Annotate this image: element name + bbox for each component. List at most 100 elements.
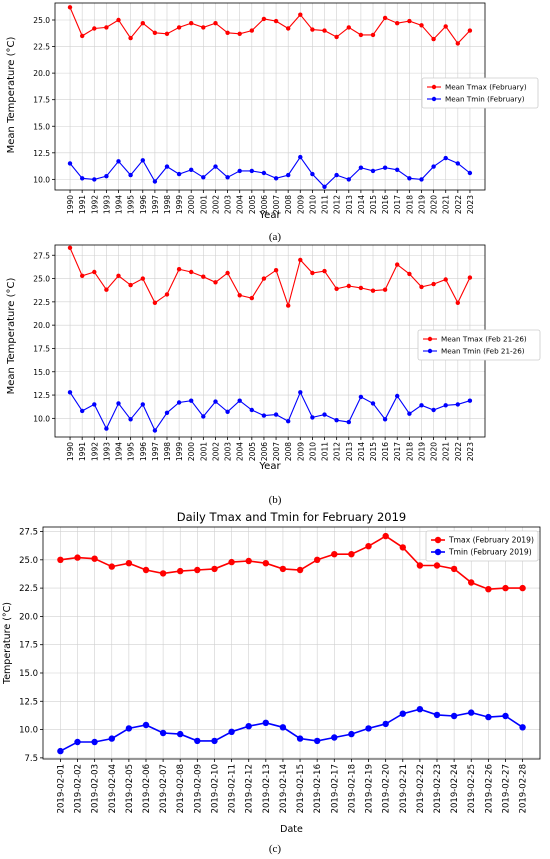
data-point bbox=[104, 426, 109, 431]
data-point bbox=[399, 710, 406, 717]
data-point bbox=[249, 168, 254, 174]
data-point bbox=[310, 415, 315, 420]
data-point bbox=[92, 26, 97, 31]
data-point bbox=[455, 161, 460, 166]
data-point bbox=[201, 25, 206, 30]
y-axis-label: Temperature (°C) bbox=[2, 602, 13, 685]
y-axis-label: Mean Temperature (°C) bbox=[6, 278, 17, 395]
x-tick-label: 2008 bbox=[284, 195, 293, 214]
data-point bbox=[176, 171, 182, 177]
data-point bbox=[80, 33, 85, 39]
data-point bbox=[261, 276, 267, 281]
x-tick-label: 2019-02-07 bbox=[159, 764, 169, 813]
x-tick-label: 2019-02-15 bbox=[296, 764, 306, 813]
y-tick-label: 12.5 bbox=[33, 149, 50, 158]
x-tick-label: 2019-02-11 bbox=[228, 764, 238, 813]
data-point bbox=[116, 401, 121, 406]
series-line bbox=[69, 247, 471, 308]
x-tick-label: 2019-02-24 bbox=[450, 764, 460, 813]
y-tick-label: 10.0 bbox=[33, 414, 50, 423]
data-point bbox=[382, 417, 388, 422]
x-tick-label: 2019-02-22 bbox=[416, 764, 426, 813]
x-tick-label: 1990 bbox=[66, 442, 75, 461]
data-point bbox=[286, 419, 291, 424]
data-point bbox=[108, 563, 116, 570]
series-line bbox=[60, 708, 524, 752]
data-point bbox=[176, 267, 182, 272]
data-point bbox=[164, 31, 170, 36]
data-point bbox=[67, 5, 73, 10]
data-point bbox=[450, 565, 458, 573]
data-point bbox=[152, 30, 158, 35]
data-point bbox=[322, 268, 327, 274]
x-tick-label: 2002 bbox=[211, 195, 220, 214]
data-point bbox=[382, 287, 388, 292]
x-tick-label: 2010 bbox=[308, 442, 317, 461]
data-point bbox=[450, 712, 458, 720]
data-point bbox=[213, 21, 218, 26]
x-tick-label: 2019-02-01 bbox=[56, 764, 66, 813]
x-tick-label: 2020 bbox=[430, 442, 439, 461]
data-point bbox=[152, 300, 158, 305]
data-point bbox=[443, 403, 448, 408]
legend-label: Mean Tmax (Feb 21-26) bbox=[441, 335, 527, 344]
data-point bbox=[177, 567, 184, 575]
data-point bbox=[140, 276, 145, 281]
data-point bbox=[92, 269, 97, 275]
x-tick-label: 2002 bbox=[211, 442, 220, 461]
data-point bbox=[116, 273, 121, 278]
data-point bbox=[433, 562, 441, 569]
series-line bbox=[60, 535, 523, 591]
y-tick-label: 27.5 bbox=[33, 251, 50, 260]
x-tick-label: 2019-02-21 bbox=[399, 764, 409, 813]
data-point bbox=[365, 543, 372, 550]
data-point bbox=[455, 402, 460, 407]
data-point bbox=[189, 21, 194, 26]
data-point bbox=[177, 730, 184, 738]
x-tick-label: 2021 bbox=[442, 195, 451, 214]
data-point bbox=[164, 410, 170, 415]
data-point bbox=[286, 172, 291, 178]
data-point bbox=[382, 15, 388, 21]
data-point bbox=[431, 36, 436, 42]
data-point bbox=[128, 35, 133, 41]
series-line bbox=[69, 7, 471, 45]
data-point bbox=[164, 164, 170, 169]
data-point bbox=[467, 28, 473, 33]
data-point bbox=[467, 275, 473, 280]
data-point bbox=[310, 270, 315, 276]
x-axis-label: Year bbox=[258, 461, 281, 472]
x-tick-label: 1995 bbox=[127, 442, 136, 461]
x-tick-label: 2019-02-16 bbox=[313, 764, 323, 813]
chart-b: 10.0 12.5 15.0 17.5 20.0 22.5 25.0 27.5 1990 1991… bbox=[6, 244, 541, 506]
legend-label: Mean Tmin (Feb 21-26) bbox=[441, 347, 525, 356]
x-tick-label: 1992 bbox=[90, 442, 99, 461]
data-point bbox=[348, 551, 355, 558]
x-tick-label: 2022 bbox=[454, 442, 463, 461]
data-point bbox=[273, 412, 279, 417]
data-point bbox=[108, 735, 116, 742]
x-tick-label: 2019-02-18 bbox=[347, 764, 357, 813]
x-tick-label: 1994 bbox=[115, 442, 124, 461]
data-point bbox=[346, 283, 351, 289]
data-point bbox=[296, 735, 304, 742]
y-tick-label: 27.5 bbox=[19, 528, 38, 538]
y-tick-label: 15.0 bbox=[19, 669, 38, 679]
x-tick-label: 1993 bbox=[102, 442, 111, 461]
data-point bbox=[419, 403, 424, 408]
data-point bbox=[176, 400, 182, 405]
plot-area bbox=[43, 527, 540, 759]
data-point bbox=[358, 285, 364, 291]
x-tick-label: 1997 bbox=[151, 442, 160, 461]
x-tick-label: 2016 bbox=[381, 195, 390, 214]
y-tick-label: 15.0 bbox=[33, 368, 50, 377]
y-tick-label: 20.0 bbox=[33, 321, 50, 330]
data-point bbox=[249, 28, 254, 33]
y-tick-label: 20.0 bbox=[19, 612, 38, 622]
x-tick-label: 1998 bbox=[163, 442, 172, 461]
legend-marker bbox=[427, 336, 433, 342]
data-point bbox=[358, 394, 364, 400]
x-tick-label: 2016 bbox=[381, 442, 390, 461]
data-point bbox=[314, 556, 321, 563]
x-tick-label: 2013 bbox=[345, 442, 354, 461]
